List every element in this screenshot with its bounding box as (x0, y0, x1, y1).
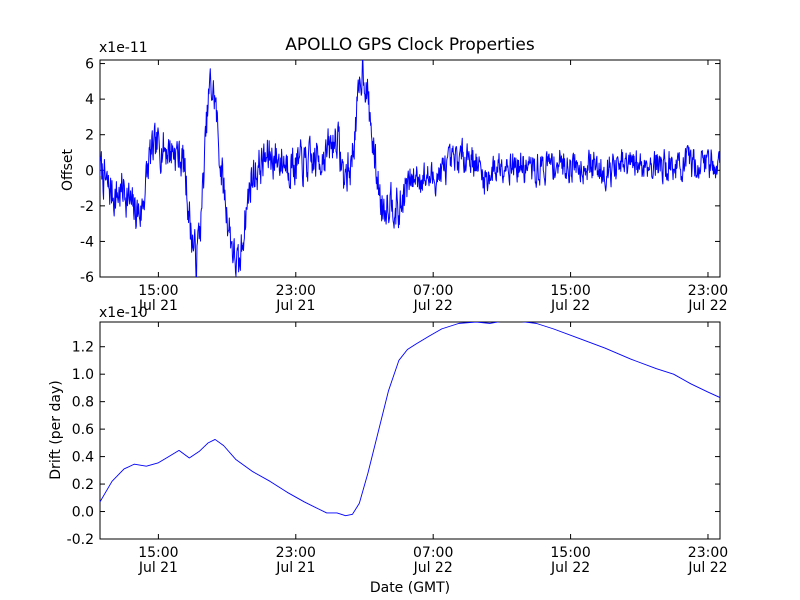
offset-xtick-date-label: Jul 21 (138, 298, 178, 314)
offset-ytick-label: 4 (85, 92, 94, 108)
drift-y-label: Drift (per day) (48, 380, 64, 479)
offset-xtick-date-label: Jul 21 (275, 298, 315, 314)
drift-x-label: Date (GMT) (370, 580, 450, 596)
offset-ytick-label: 6 (85, 57, 94, 73)
drift-xtick-date-label: Jul 22 (413, 560, 453, 576)
drift-ytick-label: 0.4 (72, 450, 94, 466)
offset-xtick-time-label: 23:00 (688, 283, 728, 299)
drift-ytick-label: 0.6 (72, 422, 94, 438)
drift-xtick-time-label: 07:00 (413, 545, 453, 561)
drift-xtick-date-label: Jul 22 (550, 560, 590, 576)
drift-xtick-date-label: Jul 21 (138, 560, 178, 576)
drift-ytick-label: -0.2 (67, 532, 94, 548)
drift-xtick-time-label: 23:00 (688, 545, 728, 561)
offset-xtick-date-label: Jul 22 (413, 298, 453, 314)
offset-multiplier: x1e-11 (99, 40, 148, 56)
drift-ytick-label: 0.0 (72, 505, 94, 521)
offset-xtick-date-label: Jul 22 (550, 298, 590, 314)
offset-xtick-time-label: 07:00 (413, 283, 453, 299)
drift-ytick-label: 1.0 (72, 367, 94, 383)
offset-y-label: Offset (60, 148, 76, 191)
offset-xtick-time-label: 23:00 (276, 283, 316, 299)
offset-series-line (100, 60, 720, 277)
drift-series-line (100, 322, 720, 517)
drift-ytick-label: 1.2 (72, 340, 94, 356)
drift-xtick-date-label: Jul 21 (275, 560, 315, 576)
offset-ytick-label: 2 (85, 128, 94, 144)
offset-ytick-label: -4 (80, 234, 94, 250)
drift-xtick-date-label: Jul 22 (687, 560, 727, 576)
offset-xtick-time-label: 15:00 (138, 283, 178, 299)
drift-xtick-time-label: 15:00 (138, 545, 178, 561)
drift-multiplier: x1e-10 (99, 305, 148, 321)
offset-ytick-label: -6 (80, 270, 94, 286)
offset-xtick-date-label: Jul 22 (687, 298, 727, 314)
drift-xtick-time-label: 23:00 (276, 545, 316, 561)
offset-ytick-label: 0 (85, 163, 94, 179)
offset-ytick-label: -2 (80, 199, 94, 215)
drift-plot-frame (99, 321, 721, 540)
drift-ytick-label: 0.2 (72, 477, 94, 493)
drift-ytick-label: 0.8 (72, 395, 94, 411)
drift-xtick-time-label: 15:00 (550, 545, 590, 561)
drift-plot: x1e-10 Drift (per day) Date (GMT) 1.2 1.0… (48, 305, 728, 596)
chart-title: APOLLO GPS Clock Properties (285, 35, 535, 55)
offset-xtick-time-label: 15:00 (550, 283, 590, 299)
